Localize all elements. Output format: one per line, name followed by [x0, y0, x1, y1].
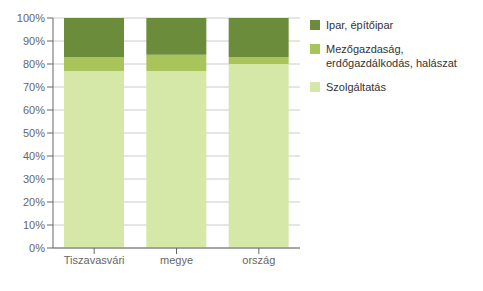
html-text:Mezőgazdaság, erdőgazdálkodás,: Mezőgazdaság, erdőgazdálkodás, halászat — [326, 43, 457, 69]
svg-text:90%: 90% — [23, 35, 45, 47]
svg-text:0%: 0% — [29, 242, 45, 254]
svg-text:70%: 70% — [23, 81, 45, 93]
svg-text:ország: ország — [242, 254, 275, 266]
svg-text:100%: 100% — [17, 12, 45, 24]
html-text:Ipar, építőipar: Ipar, építőipar — [326, 19, 394, 31]
svg-text:50%: 50% — [23, 127, 45, 139]
svg-text:20%: 20% — [23, 196, 45, 208]
html-text:Szolgáltatás: Szolgáltatás — [326, 81, 386, 93]
svg-text:80%: 80% — [23, 58, 45, 70]
svg-text:30%: 30% — [23, 173, 45, 185]
svg-text:Tiszavasvári: Tiszavasvári — [64, 254, 125, 266]
svg-text:60%: 60% — [23, 104, 45, 116]
svg-text:megye: megye — [160, 254, 193, 266]
svg-text:10%: 10% — [23, 219, 45, 231]
svg-text:40%: 40% — [23, 150, 45, 162]
